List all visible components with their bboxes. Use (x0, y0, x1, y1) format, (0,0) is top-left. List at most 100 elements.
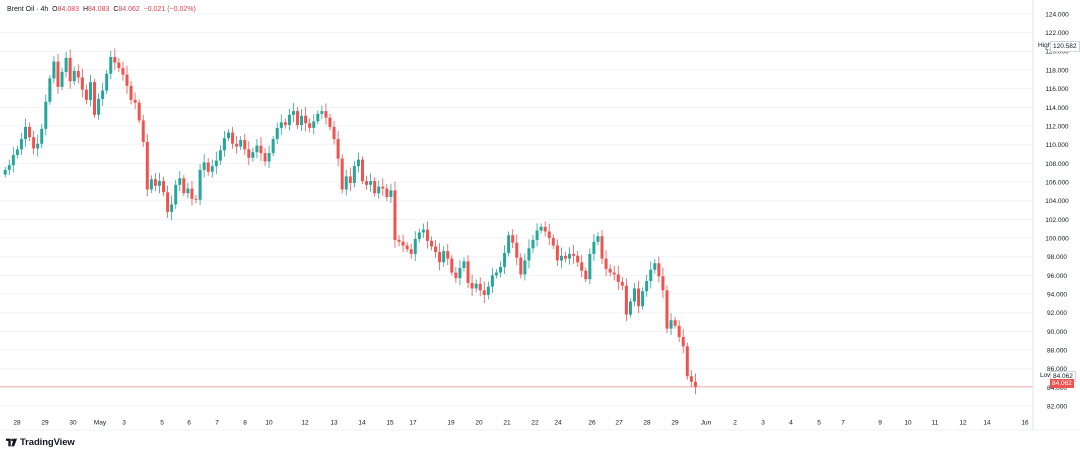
candle (36, 134, 40, 157)
y-tick-label: 90.000 (1047, 329, 1067, 336)
chart-legend: Brent Oil · 4h O84.083 H84.083 C84.062 −… (7, 6, 196, 13)
candle-body (633, 288, 636, 302)
candle (206, 158, 210, 176)
candle (653, 258, 657, 274)
candle-body (600, 236, 604, 259)
candle (125, 65, 129, 94)
candle (32, 130, 36, 155)
tradingview-logo[interactable]: TradingView (6, 436, 75, 448)
y-tick-label: 110.000 (1045, 142, 1068, 149)
candle-body (324, 111, 328, 118)
y-tick-label: 84.000 (1047, 385, 1067, 392)
tradingview-logo-icon (6, 438, 17, 446)
candle (129, 80, 133, 105)
candle-body (178, 178, 182, 185)
candle (52, 56, 56, 84)
candle (486, 281, 490, 300)
candle-body (677, 325, 681, 337)
x-tick-label: 4 (789, 420, 793, 427)
candle (511, 229, 515, 249)
candle (397, 234, 401, 247)
candle-body (275, 127, 279, 140)
high-label: H (82, 6, 88, 13)
x-tick-label: 2 (733, 420, 737, 427)
candle-body (206, 162, 210, 172)
candle (291, 102, 295, 123)
candle (352, 161, 356, 188)
candle (584, 267, 588, 283)
candle-body (202, 162, 206, 170)
candle (470, 274, 474, 296)
candle (588, 248, 592, 285)
candle (93, 78, 97, 118)
candle (494, 269, 498, 279)
candle (336, 130, 340, 167)
candle (178, 171, 182, 192)
candle (628, 298, 632, 318)
candle (405, 242, 409, 253)
candle (633, 282, 636, 307)
candle-body (641, 291, 645, 307)
x-tick-label: 30 (69, 420, 77, 427)
candle-body (551, 238, 555, 246)
candle-body (101, 90, 105, 99)
candle (84, 84, 88, 105)
candle (113, 48, 117, 71)
candle-body (97, 98, 101, 115)
candle-body (681, 336, 685, 347)
candle-body (360, 159, 364, 182)
y-tick-label: 116.000 (1045, 86, 1068, 93)
candle (141, 114, 145, 147)
candle-body (32, 137, 36, 149)
candle (499, 261, 503, 278)
candle-body (243, 140, 247, 150)
candle-body (186, 188, 190, 194)
candle-body (397, 239, 401, 242)
candle (324, 103, 328, 125)
candle-body (109, 56, 113, 74)
x-tick-label: 10 (904, 420, 912, 427)
candle-body (125, 74, 129, 86)
candle (616, 265, 620, 290)
candle (693, 373, 697, 395)
candle (413, 231, 417, 261)
candle (243, 133, 247, 155)
candle-body (381, 186, 385, 189)
candle-body (527, 248, 531, 261)
x-tick-label: 7 (215, 420, 219, 427)
candle (576, 250, 580, 267)
candle (15, 145, 19, 159)
candle-body (170, 204, 174, 212)
candle-body (153, 179, 157, 186)
candle-body (320, 111, 324, 114)
candle-body (19, 139, 23, 150)
candle-body (336, 139, 340, 159)
candle (279, 114, 283, 135)
candle-body (486, 286, 490, 295)
y-axis: 82.000 84.000 86.000 88.000 90.000 92.000 94.0… (1032, 0, 1069, 430)
candle-body (356, 159, 360, 167)
candle-body (568, 253, 572, 259)
candle (527, 239, 531, 269)
candle-body (328, 117, 332, 127)
candle (608, 264, 612, 277)
candle (11, 147, 15, 173)
y-tick-label: 92.000 (1047, 310, 1067, 317)
candle (231, 127, 235, 149)
candle (600, 230, 604, 265)
candle-body (661, 276, 665, 291)
candle (88, 74, 92, 107)
candle (19, 133, 23, 155)
y-tick-label: 82.000 (1047, 403, 1067, 410)
candle-body (637, 288, 641, 307)
candle (182, 175, 186, 197)
candle (478, 277, 482, 297)
candle (328, 113, 332, 131)
candle (365, 175, 369, 190)
x-tick-label: 7 (841, 420, 845, 427)
x-tick-label: 10 (265, 420, 273, 427)
candle-body (133, 99, 137, 103)
candle (72, 66, 76, 86)
candle (24, 118, 27, 147)
